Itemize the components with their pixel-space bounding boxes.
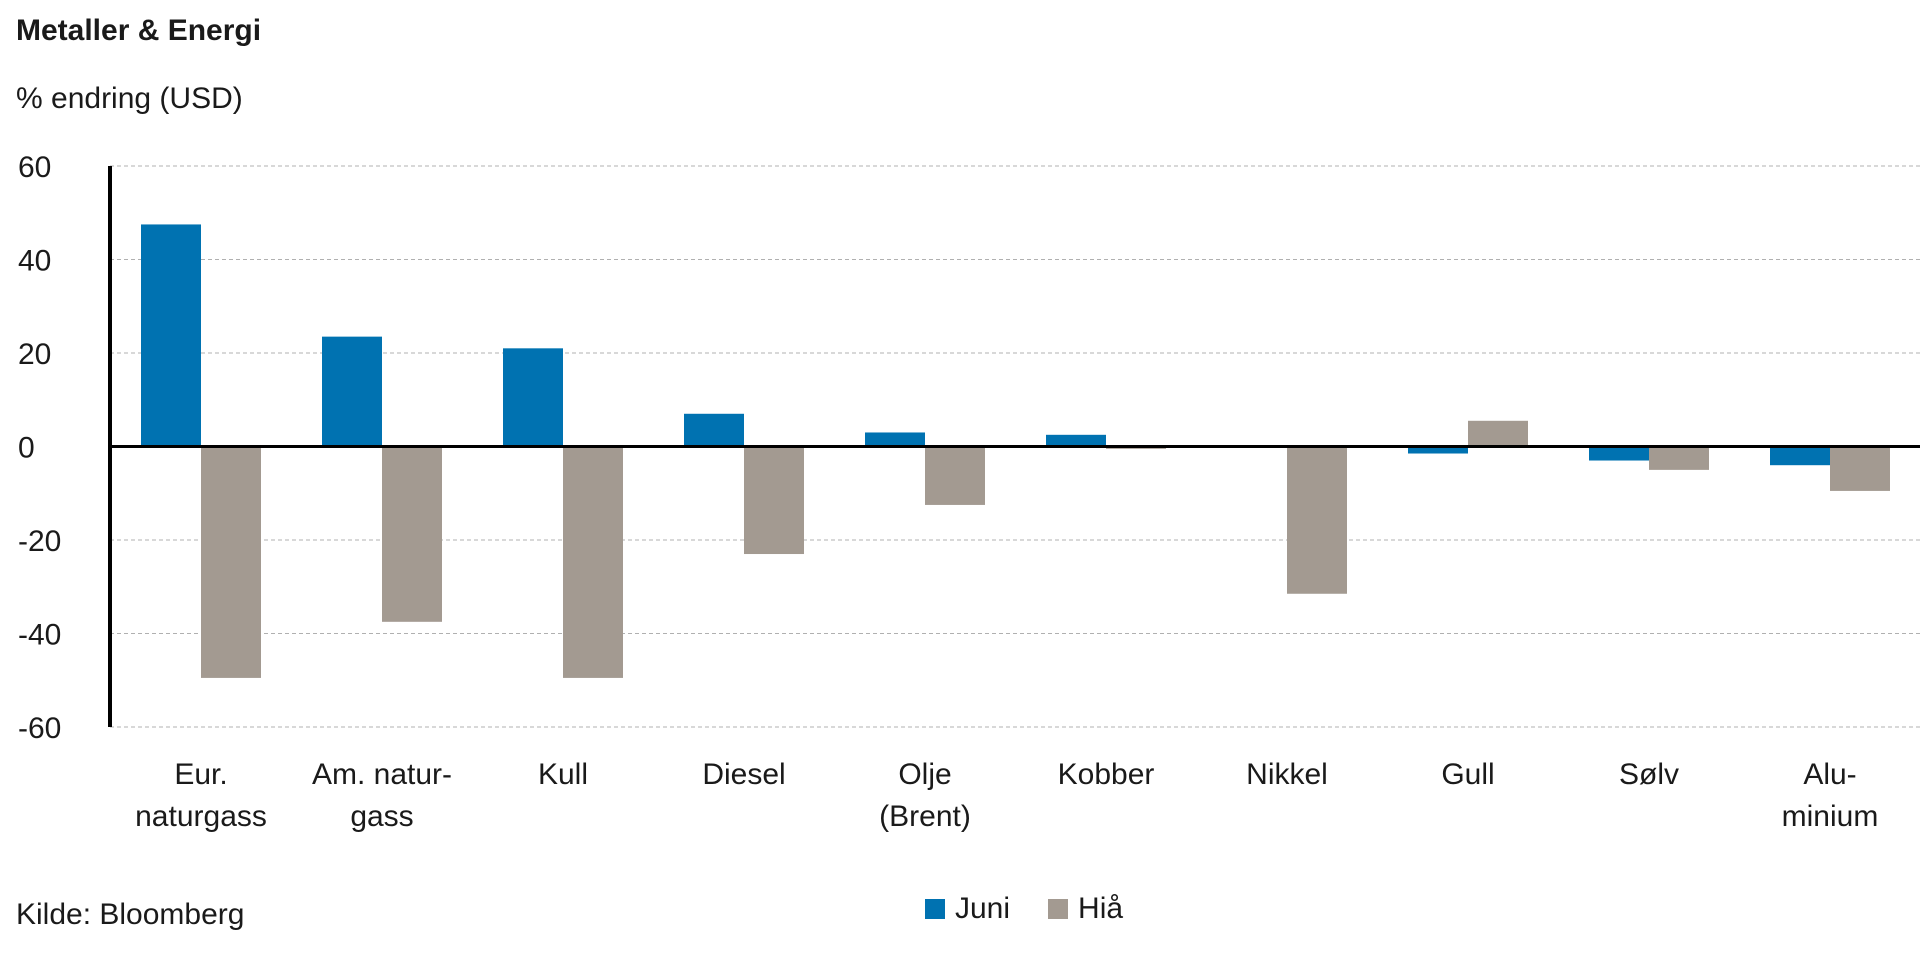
x-tick-label: Alu- [1803, 758, 1856, 791]
legend-item-hia: Hiå [1048, 892, 1123, 926]
x-tick-label: Kull [538, 758, 588, 791]
y-axis-label: % endring (USD) [16, 82, 243, 115]
bar-hia [925, 446, 985, 505]
y-tick-label: -40 [18, 619, 61, 652]
source-note: Kilde: Bloomberg [16, 898, 245, 931]
x-tick-label: Diesel [702, 758, 785, 791]
bar-hia [563, 446, 623, 678]
y-tick-label: 0 [18, 432, 35, 465]
bar-juni [141, 224, 201, 447]
bar-juni [503, 348, 563, 447]
y-tick-label: 40 [18, 245, 51, 278]
legend-swatch-hia [1048, 899, 1069, 919]
legend-label-juni: Juni [955, 892, 1011, 925]
legend-item-juni: Juni [925, 892, 1010, 926]
bar-juni [1589, 446, 1649, 461]
x-tick-label: Am. natur- [312, 758, 452, 791]
bar-juni [684, 413, 744, 447]
bar-hia [744, 446, 804, 555]
bar-juni [322, 336, 382, 447]
bar-hia [1649, 446, 1709, 470]
x-tick-label: Sølv [1619, 758, 1679, 791]
x-tick-label: Gull [1441, 758, 1494, 791]
bar-hia [382, 446, 442, 622]
y-tick-label: -60 [18, 712, 61, 745]
y-tick-label: 60 [18, 151, 51, 184]
bar-juni [1770, 446, 1830, 466]
bar-hia [1468, 420, 1528, 447]
bar-hia [1287, 446, 1347, 594]
x-tick-label: (Brent) [879, 800, 971, 833]
x-tick-label: Kobber [1058, 758, 1155, 791]
bar-hia [1830, 446, 1890, 491]
legend-swatch-juni [925, 899, 945, 919]
x-tick-label: Olje [898, 758, 951, 791]
y-tick-label: -20 [18, 525, 61, 558]
chart-title: Metaller & Energi [16, 14, 262, 47]
x-tick-label: Nikkel [1246, 758, 1328, 791]
x-tick-label: gass [350, 800, 413, 833]
x-tick-label: minium [1782, 800, 1879, 833]
legend: Juni Hiå [925, 892, 1161, 926]
x-tick-label: naturgass [135, 800, 267, 833]
legend-label-hia: Hiå [1078, 892, 1124, 925]
bar-juni [1046, 434, 1106, 447]
bar-juni [865, 432, 925, 447]
bar-hia [201, 446, 261, 678]
bar-juni [1408, 446, 1468, 454]
y-tick-label: 20 [18, 338, 51, 371]
x-tick-label: Eur. [174, 758, 227, 791]
